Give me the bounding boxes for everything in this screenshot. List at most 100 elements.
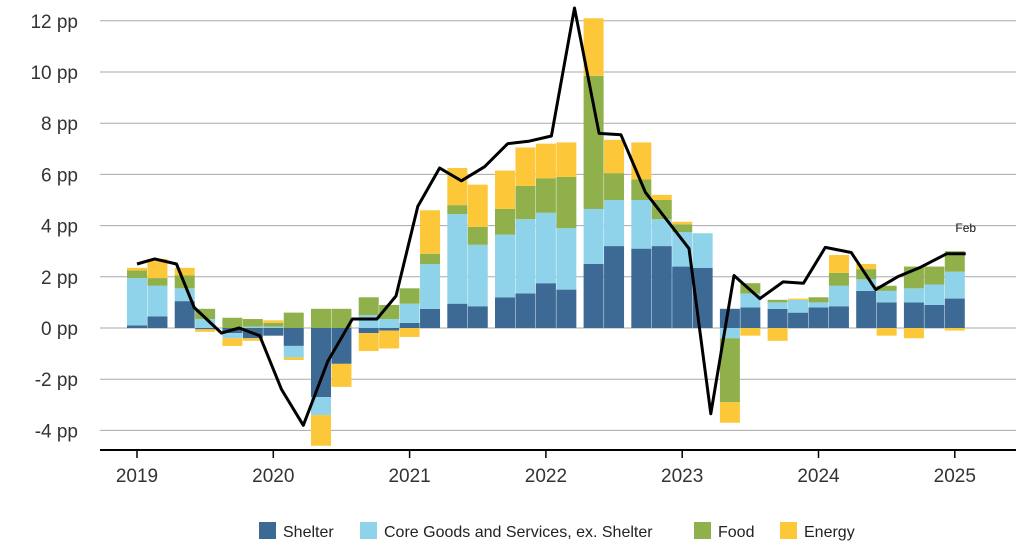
bar-shelter (767, 308, 788, 328)
y-tick-label: 0 pp (41, 319, 78, 340)
bar-energy (242, 338, 263, 341)
bar-energy (331, 363, 352, 387)
y-tick-label: 4 pp (41, 217, 78, 238)
bar-energy (515, 147, 536, 186)
bar-energy (283, 357, 304, 360)
x-axis: 2019 2020 2021 2022 2023 2024 2025 (100, 449, 1016, 487)
bar-shelter (331, 328, 352, 364)
bar-shelter (651, 246, 672, 328)
x-tick-label: 2025 (934, 466, 976, 487)
bar-core (147, 285, 168, 317)
bar-core (535, 212, 556, 284)
y-tick-labels: -4 pp -2 pp 0 pp 2 pp 4 pp 6 pp 8 pp 10 pp 12 pp (30, 12, 78, 443)
bar-energy (672, 221, 693, 225)
bar-food (604, 173, 625, 200)
bar-food (556, 176, 577, 229)
bar-core (495, 234, 516, 298)
bar-shelter (447, 303, 468, 328)
bar-food (420, 253, 441, 264)
legend-swatch-core (360, 522, 377, 539)
bar-energy (535, 143, 556, 179)
bar-core (828, 285, 849, 307)
bar-energy (604, 139, 625, 174)
bar-core (467, 244, 488, 307)
annotation-label: Feb (955, 221, 976, 235)
bar-shelter (672, 266, 693, 328)
legend-label-energy: Energy (804, 524, 855, 541)
bar-core (127, 278, 147, 326)
bar-shelter (195, 328, 216, 330)
bar-shelter (876, 302, 897, 328)
bar-energy (263, 320, 284, 323)
bar-food (358, 297, 379, 316)
y-tick-label: 10 pp (30, 63, 78, 84)
bar-core (672, 232, 693, 267)
bar-core (767, 302, 788, 309)
bar-shelter (924, 304, 945, 328)
bar-shelter (583, 264, 604, 328)
bar-food (467, 226, 488, 245)
bar-food (876, 285, 897, 291)
bar-food (311, 308, 332, 328)
bar-core (788, 299, 809, 313)
bar-shelter (788, 312, 809, 328)
bar-shelter (808, 307, 829, 328)
bar-core (447, 214, 468, 304)
bar-energy (651, 194, 672, 200)
bar-core (222, 333, 243, 339)
x-tick-label: 2023 (661, 466, 703, 487)
legend-swatch-food (694, 522, 711, 539)
bar-food (535, 178, 556, 213)
bar-food (767, 299, 788, 303)
bar-food (127, 270, 147, 279)
bar-food (719, 338, 740, 403)
bar-shelter (399, 322, 420, 328)
bar-core (399, 303, 420, 323)
bar-core (719, 328, 740, 339)
x-tick-label: 2021 (388, 466, 430, 487)
legend-swatch-energy (780, 522, 797, 539)
x-tick-label: 2024 (797, 466, 840, 487)
bar-energy (420, 210, 441, 254)
bar-energy (174, 267, 195, 276)
bar-energy (495, 170, 516, 209)
bar-shelter (903, 302, 924, 328)
bar-food (283, 312, 304, 328)
total-line-layer (136, 6, 966, 427)
bar-shelter (263, 328, 284, 336)
y-tick-label: -2 pp (35, 370, 78, 391)
bar-food (147, 278, 168, 286)
bar-energy (856, 264, 877, 270)
bar-energy (788, 298, 809, 300)
bar-shelter (379, 328, 400, 331)
bar-shelter (127, 325, 147, 328)
bar-shelter (515, 293, 536, 328)
y-tick-label: 2 pp (41, 268, 78, 289)
total-line (136, 6, 966, 427)
bar-core (808, 302, 829, 308)
bar-energy (195, 329, 216, 332)
bar-food (828, 272, 849, 286)
x-tick-label: 2019 (116, 466, 158, 487)
bar-core (692, 233, 713, 268)
bar-energy (903, 328, 924, 339)
bar-food (944, 251, 965, 272)
bar-core (604, 200, 625, 247)
bar-energy (828, 255, 849, 273)
bar-core (195, 319, 216, 328)
bar-shelter (719, 308, 740, 328)
y-tick-label: -4 pp (35, 421, 78, 442)
x-tick-label: 2020 (252, 466, 294, 487)
bar-core (420, 264, 441, 309)
bar-food (583, 75, 604, 209)
legend-label-food: Food (718, 524, 754, 541)
bar-shelter (147, 316, 168, 328)
bar-food (495, 208, 516, 235)
bar-shelter (631, 248, 652, 328)
bar-energy (447, 168, 468, 206)
annotations: Feb (955, 221, 976, 235)
bar-shelter (604, 246, 625, 328)
bar-food (242, 319, 263, 327)
bar-shelter (740, 307, 761, 328)
bar-core (856, 279, 877, 291)
